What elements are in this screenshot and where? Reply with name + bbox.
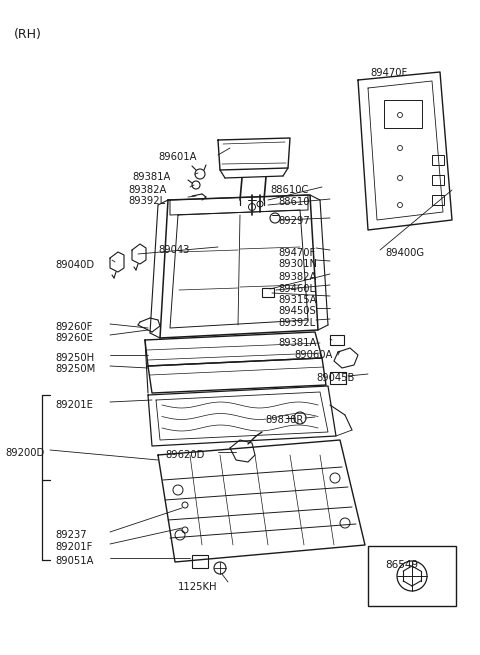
Text: 88610C: 88610C — [270, 185, 308, 195]
Text: 89382A: 89382A — [128, 185, 167, 195]
Bar — [432, 155, 444, 165]
Text: 89470F: 89470F — [370, 68, 407, 78]
Text: 89043: 89043 — [158, 245, 190, 255]
Text: 86549: 86549 — [385, 560, 418, 570]
Text: 89470F: 89470F — [278, 248, 315, 258]
Text: 89381A: 89381A — [278, 338, 316, 348]
Text: (RH): (RH) — [14, 28, 42, 41]
Bar — [262, 288, 274, 297]
Text: 89382A: 89382A — [278, 272, 316, 282]
Bar — [432, 175, 444, 185]
Text: 89201E: 89201E — [55, 400, 93, 410]
Text: 88610: 88610 — [278, 197, 310, 207]
Bar — [330, 335, 344, 345]
Text: 89315A: 89315A — [278, 295, 316, 305]
Text: 89260F: 89260F — [55, 322, 92, 332]
Text: 89260E: 89260E — [55, 333, 93, 343]
Text: 89381A: 89381A — [132, 172, 170, 182]
Text: 89301N: 89301N — [278, 259, 317, 269]
Bar — [384, 100, 422, 128]
Text: 89460L: 89460L — [278, 284, 315, 294]
Text: 89400G: 89400G — [385, 248, 424, 258]
Text: 89601A: 89601A — [158, 152, 196, 162]
Text: 1125KH: 1125KH — [178, 582, 217, 592]
Text: 89237: 89237 — [55, 530, 86, 540]
Text: 89200D: 89200D — [5, 448, 44, 458]
Text: 89250H: 89250H — [55, 353, 94, 363]
Bar — [192, 555, 208, 568]
Text: 89620D: 89620D — [165, 450, 204, 460]
Bar — [368, 546, 456, 606]
Text: 89250M: 89250M — [55, 364, 95, 374]
Text: 89060A: 89060A — [294, 350, 332, 360]
Text: 89040D: 89040D — [55, 260, 94, 270]
Text: 89450S: 89450S — [278, 306, 316, 316]
Text: 89201F: 89201F — [55, 542, 92, 552]
Text: 89051A: 89051A — [55, 556, 94, 566]
Text: 89392L: 89392L — [128, 196, 165, 206]
Text: 89045B: 89045B — [316, 373, 354, 383]
Text: 89297: 89297 — [278, 216, 310, 226]
Text: 89392L: 89392L — [278, 318, 315, 328]
Bar — [330, 372, 346, 384]
Text: 89830R: 89830R — [265, 415, 303, 425]
Bar — [432, 195, 444, 205]
